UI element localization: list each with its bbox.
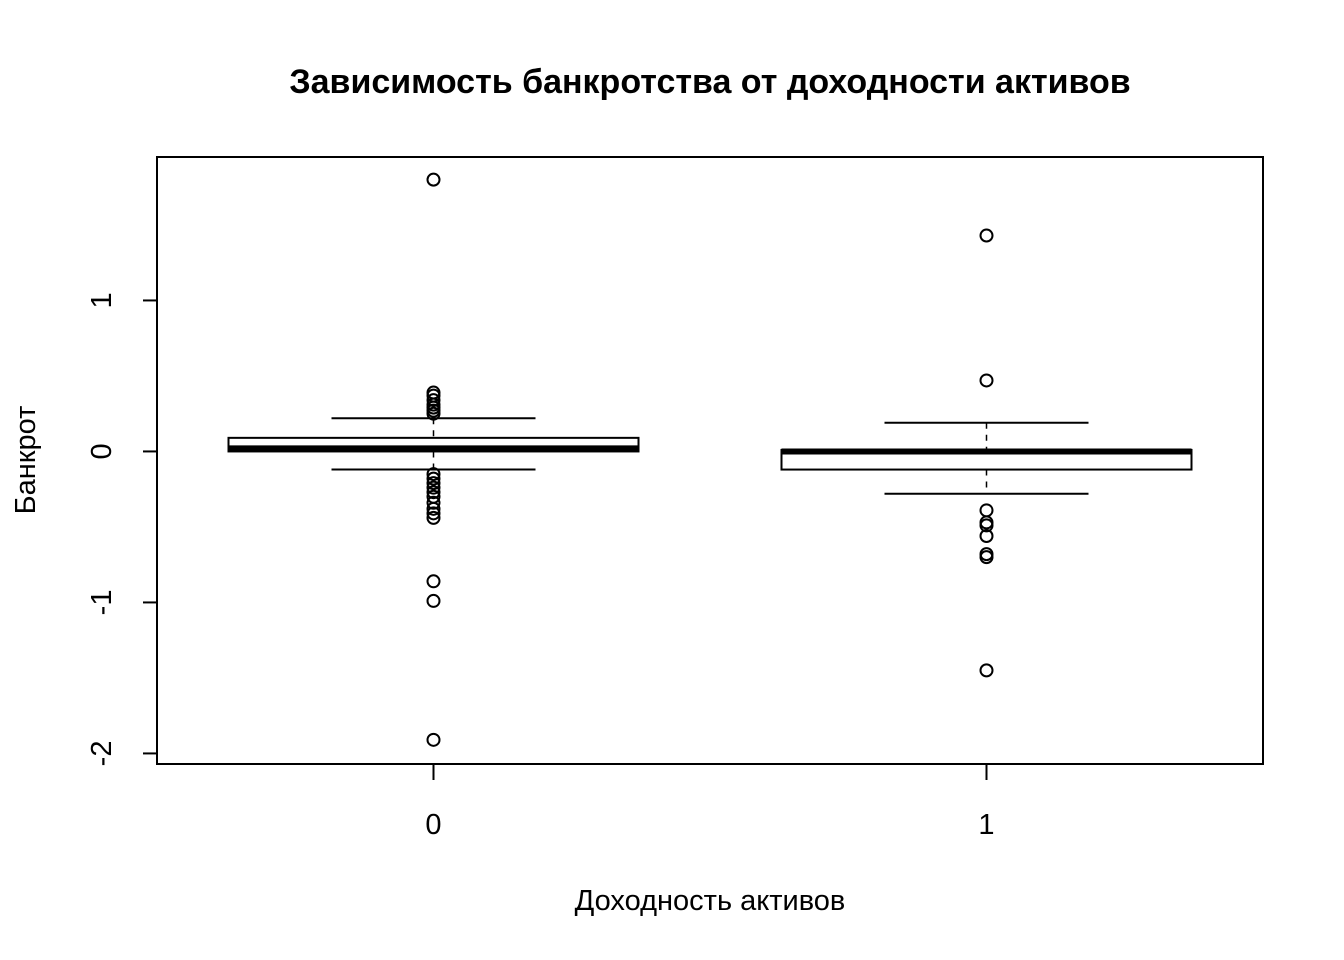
outlier-point	[426, 574, 441, 589]
chart-title: Зависимость банкротства от доходности ак…	[289, 63, 1130, 101]
y-axis: -2 -1 0 1	[86, 292, 158, 767]
outlier-point	[426, 510, 441, 525]
outlier-point	[426, 471, 441, 486]
y-tick-label: -2	[86, 741, 118, 767]
box-group-1	[780, 228, 1193, 678]
outlier-point	[979, 550, 994, 565]
outlier-point	[426, 480, 441, 495]
x-tick-label: 0	[425, 809, 441, 841]
outlier-point	[426, 476, 441, 491]
boxes	[227, 172, 1193, 747]
outlier-point	[426, 506, 441, 521]
outlier-point	[426, 393, 441, 408]
outlier-point	[426, 501, 441, 516]
outlier-point	[426, 467, 441, 482]
y-tick-label: 1	[86, 292, 118, 308]
outlier-point	[426, 485, 441, 500]
outlier-point	[979, 503, 994, 518]
outlier-point	[979, 228, 994, 243]
outlier-point	[426, 406, 441, 421]
outlier-point	[979, 373, 994, 388]
outlier-point	[426, 593, 441, 608]
outlier-point	[426, 495, 441, 510]
outlier-point	[979, 518, 994, 533]
y-tick-label: 0	[86, 443, 118, 459]
outlier-point	[426, 732, 441, 747]
outlier-point	[979, 663, 994, 678]
outlier-point	[979, 528, 994, 543]
y-tick-label: -1	[86, 590, 118, 616]
box-group-0	[227, 172, 640, 747]
x-axis-label: Доходность активов	[575, 885, 846, 917]
x-tick-label: 1	[978, 809, 994, 841]
y-axis-label: Банкрот	[10, 406, 42, 515]
outlier-point	[426, 172, 441, 187]
